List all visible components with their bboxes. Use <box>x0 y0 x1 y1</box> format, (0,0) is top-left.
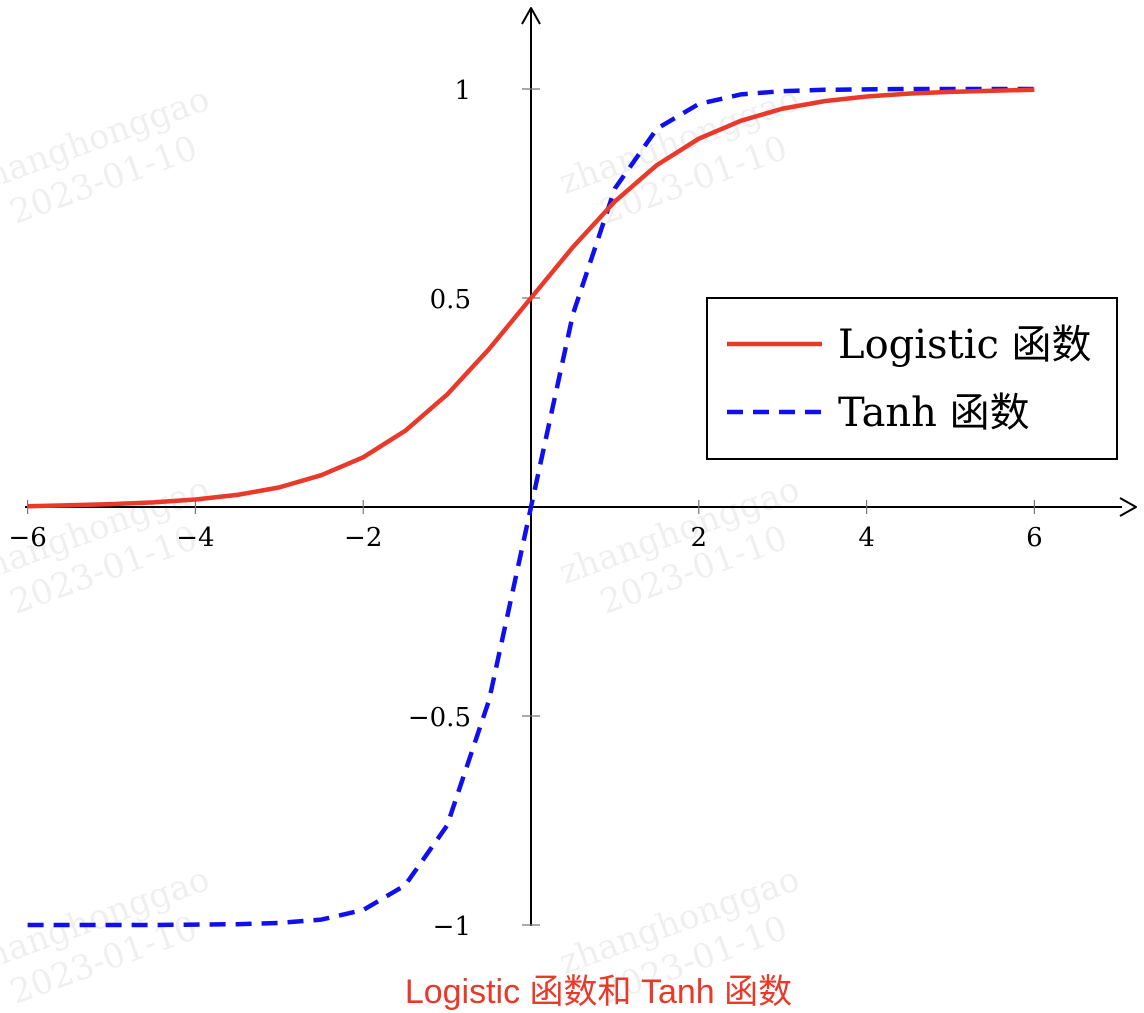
legend-label-logistic: Logistic 函数 <box>838 322 1092 368</box>
y-tick-label: −1 <box>433 912 471 942</box>
logistic-series-line <box>27 87 1035 509</box>
x-axis-arrow <box>1119 497 1137 517</box>
legend-label-tanh: Tanh 函数 <box>838 390 1030 436</box>
y-axis-arrow <box>521 7 541 25</box>
chart-caption: Logistic 函数和 Tanh 函数 <box>404 973 793 1011</box>
legend: Logistic 函数 Tanh 函数 <box>706 297 1118 460</box>
x-tick-label: −4 <box>176 523 214 553</box>
x-tick-label: −6 <box>8 523 46 553</box>
axes: −6 −4 −2 2 4 6 1 0.5 −0.5 −1 <box>8 7 1137 942</box>
x-tick-label: 2 <box>691 523 708 553</box>
y-tick-label: 0.5 <box>430 285 471 315</box>
x-tick-label: 4 <box>858 523 875 553</box>
tanh-series-line <box>27 86 1035 928</box>
x-tick-label: −2 <box>344 523 382 553</box>
legend-box <box>706 297 1118 460</box>
x-tick-label: 6 <box>1026 523 1043 553</box>
y-tick-label: −0.5 <box>408 703 471 733</box>
y-tick-label: 1 <box>454 76 471 106</box>
series-layer <box>27 86 1035 928</box>
